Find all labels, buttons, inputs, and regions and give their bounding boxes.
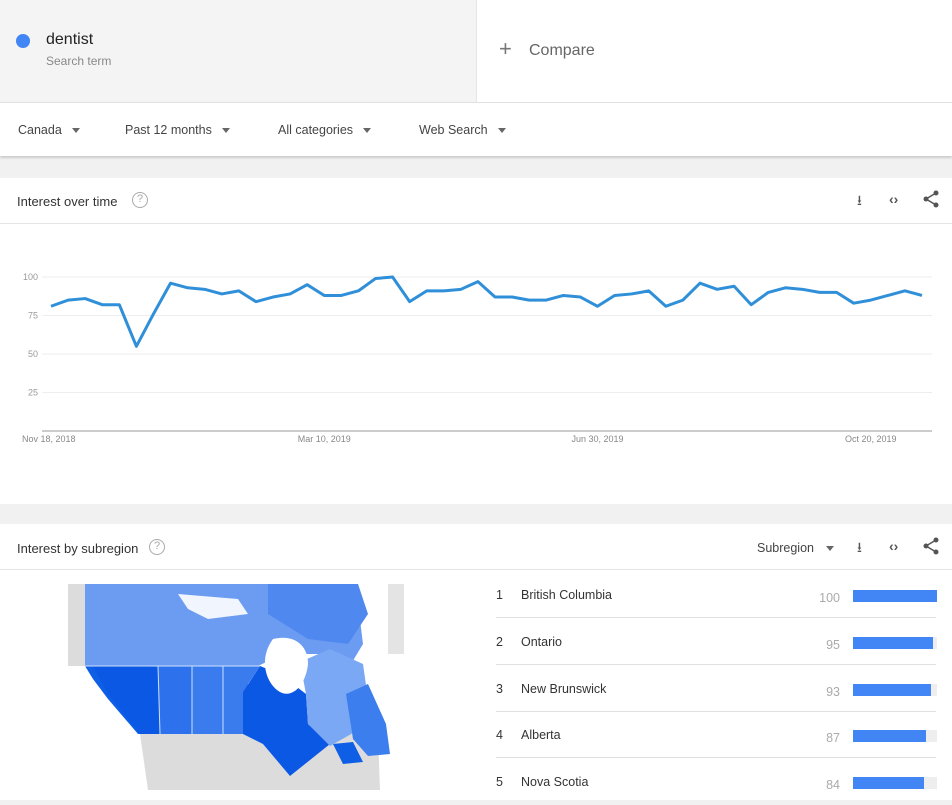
search-term-subtitle: Search term [46, 54, 111, 68]
subregion-name: Nova Scotia [521, 775, 588, 789]
download-icon[interactable]: ⭳ [857, 190, 862, 214]
term-color-dot [16, 34, 30, 48]
subregion-value: 84 [826, 778, 840, 792]
rank: 5 [496, 775, 503, 789]
line-chart: 25 50 75 100 Nov 18, 2018 Mar 10, 2019 Jun 30,… [0, 224, 952, 504]
value-bar-track [853, 777, 937, 789]
share-icon[interactable] [923, 190, 939, 211]
subregion-value: 95 [826, 638, 840, 652]
series-line [51, 277, 922, 346]
x-tick-label: Jun 30, 2019 [571, 434, 623, 444]
subregion-row[interactable]: 3 New Brunswick 93 [496, 665, 936, 712]
subregion-name: British Columbia [521, 588, 612, 602]
divider [0, 569, 952, 570]
y-tick-label: 100 [23, 272, 38, 282]
subregion-dropdown[interactable]: Subregion [757, 541, 834, 555]
value-bar-track [853, 684, 937, 696]
share-icon[interactable] [923, 537, 939, 558]
value-bar [853, 777, 924, 789]
search-type-label: Web Search [419, 123, 488, 137]
rank: 3 [496, 682, 503, 696]
search-term-name[interactable]: dentist [46, 31, 93, 49]
time-range-label: Past 12 months [125, 123, 212, 137]
category-label: All categories [278, 123, 353, 137]
region-label: Canada [18, 123, 62, 137]
subregion-label: Subregion [757, 541, 814, 555]
subregion-value: 100 [819, 591, 840, 605]
help-icon[interactable]: ? [132, 192, 148, 208]
search-type-dropdown[interactable]: Web Search [419, 123, 506, 137]
value-bar-track [853, 637, 937, 649]
card-title: Interest over time [17, 194, 117, 209]
time-range-dropdown[interactable]: Past 12 months [125, 123, 230, 137]
value-bar-track [853, 590, 937, 602]
caret-down-icon [826, 546, 834, 551]
rank: 2 [496, 635, 503, 649]
subregion-row[interactable]: 5 Nova Scotia 84 [496, 758, 936, 805]
card-title: Interest by subregion [17, 541, 138, 556]
subregion-row[interactable]: 4 Alberta 87 [496, 711, 936, 758]
plus-icon: + [499, 38, 512, 60]
canada-map[interactable] [68, 584, 404, 790]
download-icon[interactable]: ⭳ [857, 537, 862, 561]
y-tick-label: 25 [28, 388, 38, 398]
search-term-panel[interactable]: dentist Search term [0, 0, 476, 102]
embed-icon[interactable]: ‹› [889, 538, 898, 554]
rank: 4 [496, 728, 503, 742]
category-dropdown[interactable]: All categories [278, 123, 371, 137]
filter-bar: Canada Past 12 months All categories Web… [0, 102, 952, 156]
x-tick-label: Oct 20, 2019 [845, 434, 897, 444]
subregion-row[interactable]: 2 Ontario 95 [496, 618, 936, 665]
compare-button[interactable]: + Compare [476, 0, 952, 102]
caret-down-icon [498, 128, 506, 133]
interest-by-subregion-card: Interest by subregion ? Subregion ⭳ ‹› 1… [0, 524, 952, 800]
x-tick-label: Nov 18, 2018 [22, 434, 76, 444]
subregion-name: Alberta [521, 728, 561, 742]
value-bar [853, 684, 931, 696]
caret-down-icon [363, 128, 371, 133]
y-tick-label: 50 [28, 349, 38, 359]
region-dropdown[interactable]: Canada [18, 123, 80, 137]
value-bar [853, 730, 926, 742]
caret-down-icon [72, 128, 80, 133]
subregion-name: Ontario [521, 635, 562, 649]
value-bar-track [853, 730, 937, 742]
interest-over-time-card: Interest over time ? ⭳ ‹› 25 50 75 100 Nov 1… [0, 178, 952, 504]
embed-icon[interactable]: ‹› [889, 191, 898, 207]
compare-label: Compare [529, 42, 595, 60]
y-tick-label: 75 [28, 311, 38, 321]
x-tick-label: Mar 10, 2019 [298, 434, 351, 444]
help-icon[interactable]: ? [149, 539, 165, 555]
value-bar [853, 590, 937, 602]
subregion-row[interactable]: 1 British Columbia 100 [496, 571, 936, 618]
subregion-value: 93 [826, 685, 840, 699]
subregion-name: New Brunswick [521, 682, 606, 696]
value-bar [853, 637, 933, 649]
rank: 1 [496, 588, 503, 602]
subregion-value: 87 [826, 731, 840, 745]
caret-down-icon [222, 128, 230, 133]
